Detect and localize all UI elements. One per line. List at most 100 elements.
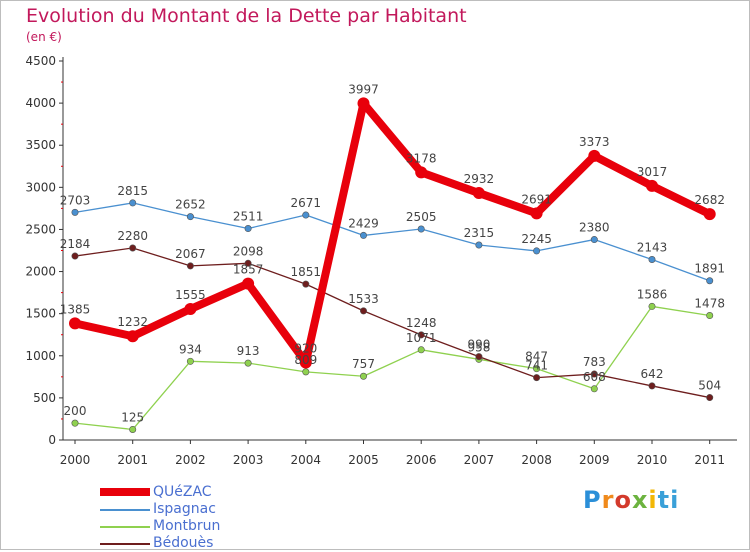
data-point bbox=[357, 97, 370, 110]
x-tick-label: 2010 bbox=[637, 453, 668, 467]
data-label: 2682 bbox=[694, 193, 725, 207]
data-label: 504 bbox=[698, 379, 721, 393]
data-point bbox=[244, 225, 252, 233]
data-label: 608 bbox=[583, 370, 606, 384]
data-point bbox=[530, 207, 543, 220]
data-point bbox=[186, 262, 194, 270]
data-point bbox=[648, 382, 656, 390]
data-label: 1857 bbox=[233, 263, 264, 277]
series-line bbox=[74, 305, 711, 431]
x-tick-label: 2002 bbox=[175, 453, 206, 467]
x-tick-label: 2008 bbox=[521, 453, 552, 467]
logo-letter: t bbox=[657, 486, 671, 514]
logo-letter: o bbox=[614, 486, 632, 514]
data-point bbox=[129, 425, 137, 433]
data-label: 2280 bbox=[117, 229, 148, 243]
logo-letter: x bbox=[631, 486, 649, 514]
data-point bbox=[590, 385, 598, 393]
data-point bbox=[706, 312, 714, 320]
data-point bbox=[302, 280, 310, 288]
data-point bbox=[129, 244, 137, 252]
data-label: 2067 bbox=[175, 247, 206, 261]
data-label: 934 bbox=[179, 342, 202, 356]
series-line bbox=[74, 247, 711, 399]
data-label: 2671 bbox=[291, 196, 322, 210]
data-point bbox=[186, 213, 194, 221]
legend-item-bedoues: Bédouès bbox=[100, 535, 320, 552]
x-tick-label: 2006 bbox=[406, 453, 437, 467]
data-label: 200 bbox=[64, 404, 87, 418]
data-point bbox=[590, 236, 598, 244]
data-point bbox=[475, 241, 483, 249]
logo-letter: P bbox=[583, 486, 602, 514]
data-label: 125 bbox=[121, 410, 144, 424]
data-label: 1586 bbox=[637, 287, 668, 301]
data-label: 2245 bbox=[521, 232, 552, 246]
x-tick-label: 2009 bbox=[579, 453, 610, 467]
series-line bbox=[71, 99, 714, 367]
y-tick-label: 3000 bbox=[25, 180, 56, 194]
x-tick-label: 2001 bbox=[117, 453, 148, 467]
data-label: 1248 bbox=[406, 316, 437, 330]
legend-label-bedoues: Bédouès bbox=[153, 535, 214, 551]
data-label: 920 bbox=[294, 342, 317, 356]
data-point bbox=[242, 277, 255, 290]
data-label: 2511 bbox=[233, 210, 264, 224]
data-point bbox=[71, 252, 79, 260]
logo-letter: i bbox=[670, 486, 680, 514]
data-point bbox=[417, 225, 425, 233]
data-point bbox=[415, 166, 428, 179]
data-label: 3373 bbox=[579, 135, 610, 149]
x-tick-label: 2011 bbox=[694, 453, 725, 467]
logo-letter: r bbox=[601, 486, 615, 514]
chart-subtitle: (en €) bbox=[26, 30, 62, 44]
data-label: 1478 bbox=[694, 297, 725, 311]
data-point bbox=[590, 370, 598, 378]
x-tick-label: 2005 bbox=[348, 453, 379, 467]
data-label: 2098 bbox=[233, 244, 264, 258]
y-tick-label: 1000 bbox=[25, 349, 56, 363]
data-point bbox=[302, 368, 310, 376]
series-line bbox=[74, 202, 711, 282]
data-point bbox=[588, 149, 601, 162]
data-label: 2703 bbox=[60, 193, 91, 207]
data-label: 3178 bbox=[406, 151, 437, 165]
data-label: 2184 bbox=[60, 237, 91, 251]
data-point bbox=[359, 372, 367, 380]
data-point bbox=[703, 208, 716, 221]
legend-label-quezac: QUéZAC bbox=[153, 484, 212, 500]
logo-letter: i bbox=[648, 486, 658, 514]
data-label: 1071 bbox=[406, 331, 437, 345]
data-label: 2505 bbox=[406, 210, 437, 224]
data-point bbox=[533, 365, 541, 373]
data-point bbox=[359, 307, 367, 315]
y-tick-label: 1500 bbox=[25, 307, 56, 321]
data-point bbox=[533, 247, 541, 255]
data-point bbox=[472, 187, 485, 200]
data-label: 2143 bbox=[637, 241, 668, 255]
data-point bbox=[244, 259, 252, 267]
data-label: 1851 bbox=[291, 265, 322, 279]
data-point bbox=[533, 374, 541, 382]
data-point bbox=[359, 231, 367, 239]
data-point bbox=[648, 302, 656, 310]
data-label: 1533 bbox=[348, 292, 379, 306]
y-tick-label: 3500 bbox=[25, 138, 56, 152]
data-point bbox=[648, 256, 656, 264]
chart-title: Evolution du Montant de la Dette par Hab… bbox=[26, 5, 467, 27]
data-label: 1232 bbox=[117, 315, 148, 329]
data-point bbox=[244, 359, 252, 367]
legend-swatch-ispagnac bbox=[100, 509, 150, 511]
data-label: 3017 bbox=[637, 165, 668, 179]
legend: QUéZAC Ispagnac Montbrun Bédouès bbox=[100, 484, 320, 552]
legend-item-montbrun: Montbrun bbox=[100, 518, 320, 535]
data-point bbox=[69, 317, 81, 330]
data-point bbox=[417, 331, 425, 339]
legend-item-ispagnac: Ispagnac bbox=[100, 501, 320, 518]
y-tick-label: 500 bbox=[33, 391, 56, 405]
data-point bbox=[706, 394, 714, 402]
data-label: 3997 bbox=[348, 82, 379, 96]
x-tick-label: 2003 bbox=[233, 453, 264, 467]
data-label: 2652 bbox=[175, 198, 206, 212]
